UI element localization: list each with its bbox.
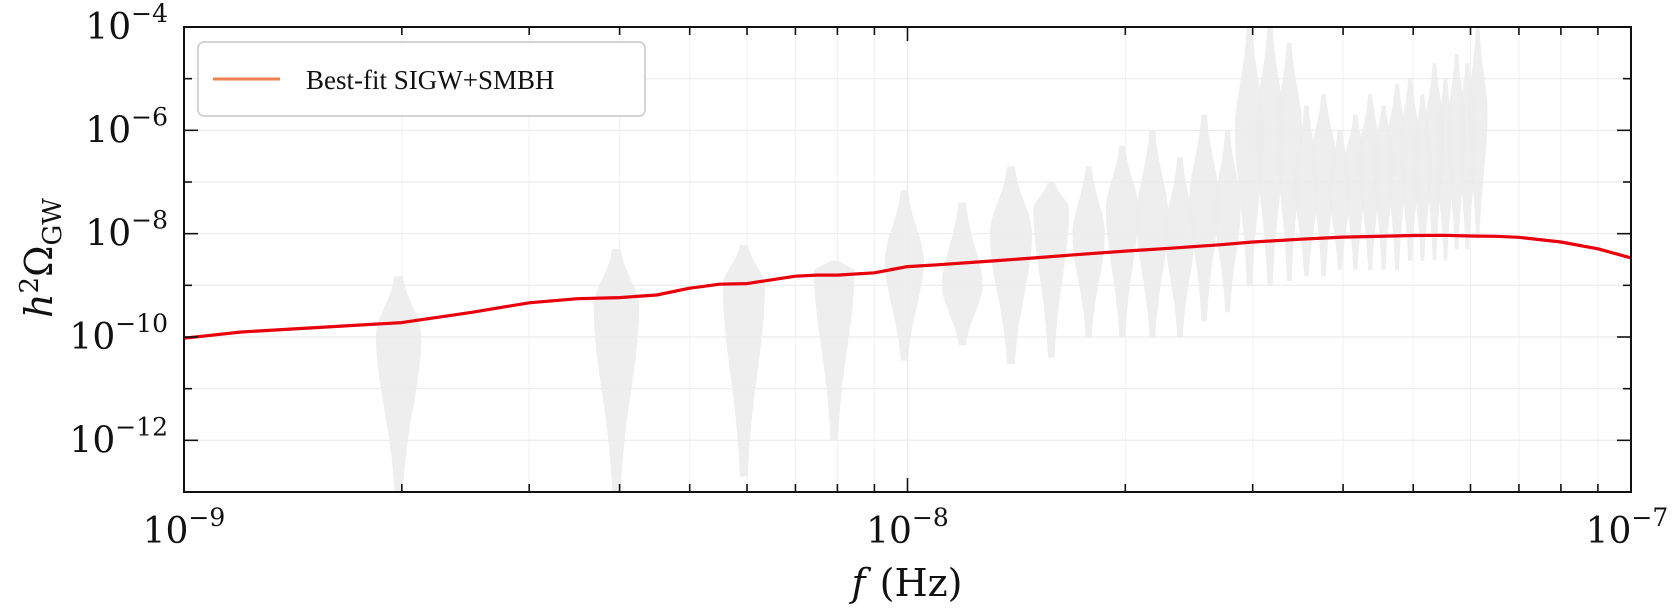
violin <box>1136 130 1169 337</box>
violin <box>1276 42 1303 282</box>
x-axis-label-symbol: f <box>849 561 872 605</box>
violin <box>375 276 422 492</box>
best-fit-curve <box>184 233 1631 340</box>
y-tick-label: 10−4 <box>85 0 168 48</box>
y-tick-label: 10−6 <box>85 102 168 151</box>
best-fit-curve-layer <box>184 233 1631 340</box>
x-axis-label: f (Hz) <box>849 561 963 605</box>
violin <box>1468 27 1488 239</box>
violin <box>1235 27 1265 286</box>
violin <box>1424 63 1445 261</box>
legend: Best-fit SIGW+SMBH <box>197 41 646 117</box>
violin <box>1311 94 1336 277</box>
x-axis-label-unit: (Hz) <box>880 561 963 605</box>
y-tick-label: 10−10 <box>69 309 168 358</box>
y-tick-label: 10−8 <box>85 206 168 255</box>
legend-entry-best-fit: Best-fit SIGW+SMBH <box>306 65 554 95</box>
violin <box>989 166 1032 364</box>
y-axis-label-omega: Ω <box>17 245 61 277</box>
legend-box <box>197 41 646 117</box>
violin <box>884 190 924 361</box>
violin <box>941 202 983 345</box>
y-tick-label: 10−12 <box>69 412 168 461</box>
y-axis-label: h2ΩGW <box>15 198 68 318</box>
violin <box>1255 27 1285 286</box>
violin <box>1105 145 1139 337</box>
violin <box>1072 166 1105 337</box>
violin-posteriors <box>375 27 1488 492</box>
y-axis-label-sub: GW <box>38 198 68 246</box>
y-axis-label-base: h <box>17 294 61 318</box>
svg-text:f(Hz): f (Hz) <box>849 561 963 605</box>
x-tick-label: 10−8 <box>866 503 949 552</box>
violin <box>722 245 765 477</box>
y-axis-label-sup: 2 <box>15 277 45 294</box>
violin <box>1214 130 1241 313</box>
violin <box>1189 114 1219 322</box>
violin <box>1399 78 1421 261</box>
svg-text:h2ΩGW: h2ΩGW <box>15 198 68 318</box>
axis-ticks: 10−9 10−8 10−7 10−4 10−6 10−8 10−10 10−12 <box>69 0 1668 552</box>
x-tick-label: 10−9 <box>143 503 226 552</box>
violin <box>1033 182 1069 358</box>
violin <box>814 260 855 441</box>
violin <box>593 249 640 492</box>
x-tick-label: 10−7 <box>1586 503 1669 552</box>
